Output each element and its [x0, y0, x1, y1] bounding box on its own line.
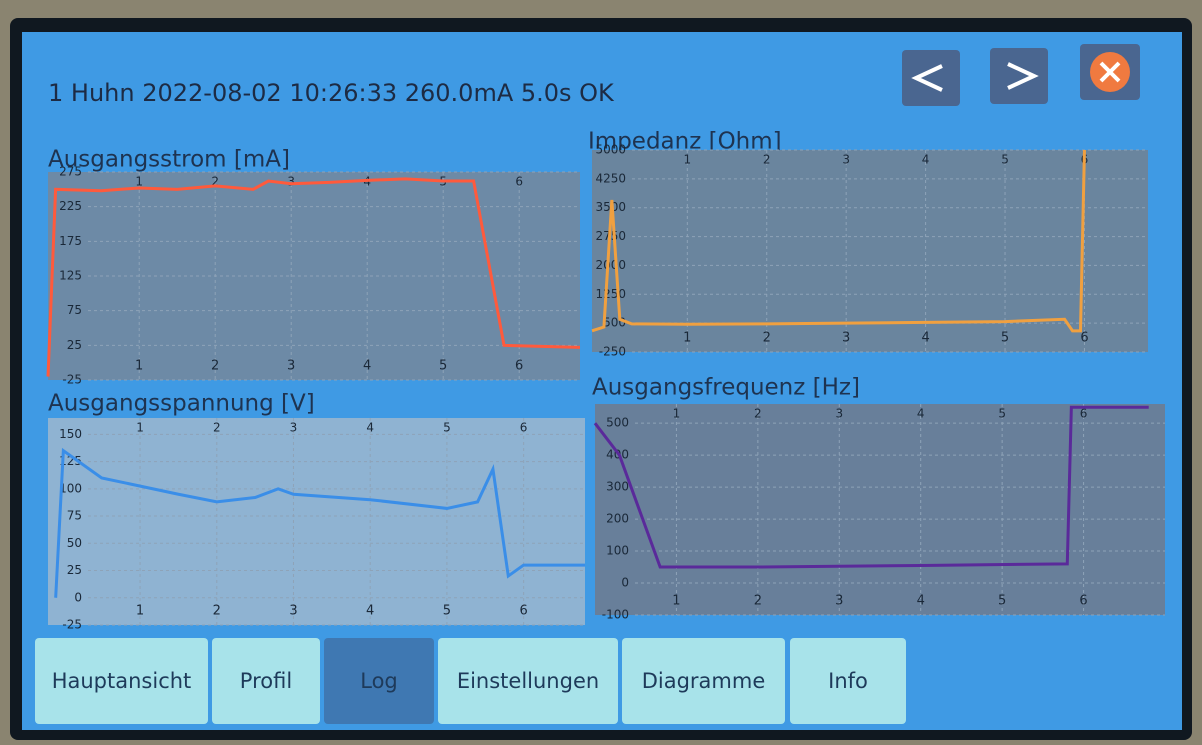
- x-tick-label-top: 5: [998, 407, 1006, 421]
- tab-label: Info: [828, 669, 868, 693]
- tab[interactable]: Profil: [212, 638, 320, 724]
- y-tick-label: 500: [606, 416, 629, 430]
- y-tick-label: 175: [59, 234, 82, 248]
- y-tick-label: 200: [606, 512, 629, 526]
- tab[interactable]: Hauptansicht: [35, 638, 208, 724]
- y-tick-label: 100: [606, 544, 629, 558]
- next-button[interactable]: [990, 48, 1048, 104]
- close-button[interactable]: [1080, 44, 1140, 100]
- tab[interactable]: Einstellungen: [438, 638, 618, 724]
- y-tick-label: -25: [62, 618, 82, 632]
- x-tick-label-top: 4: [917, 407, 925, 421]
- x-tick-label-top: 1: [136, 421, 144, 435]
- x-tick-label: 1: [135, 359, 143, 374]
- x-tick-label: 1: [683, 331, 691, 346]
- chart-title: Ausgangsstrom [mA]: [48, 147, 290, 173]
- x-tick-label: 3: [289, 604, 297, 619]
- tab-label: Diagramme: [642, 669, 766, 693]
- screen: 1 Huhn 2022-08-02 10:26:33 260.0mA 5.0s …: [0, 0, 1202, 745]
- chart-title: Ausgangsspannung [V]: [48, 391, 315, 417]
- y-tick-label: 25: [67, 338, 82, 352]
- x-tick-label-top: 2: [763, 153, 771, 167]
- x-tick-label: 6: [1080, 331, 1088, 346]
- x-tick-label-top: 3: [287, 175, 295, 189]
- x-tick-label: 1: [672, 594, 680, 609]
- x-tick-label: 3: [287, 359, 295, 374]
- y-tick-label: 2000: [595, 258, 626, 272]
- tab-label: Profil: [240, 669, 292, 693]
- y-tick-label: 25: [67, 563, 82, 577]
- y-tick-label: 0: [74, 590, 82, 604]
- x-tick-label-top: 6: [515, 175, 523, 189]
- x-tick-label-top: 4: [922, 153, 930, 167]
- tab[interactable]: Log: [324, 638, 434, 724]
- x-tick-label-top: 1: [683, 153, 691, 167]
- x-tick-label-top: 5: [443, 421, 451, 435]
- tab-label: Einstellungen: [457, 669, 599, 693]
- x-tick-label-top: 1: [673, 407, 681, 421]
- x-tick-label-top: 3: [835, 407, 843, 421]
- chart-title: Ausgangsfrequenz [Hz]: [592, 375, 860, 401]
- x-tick-label: 3: [842, 331, 850, 346]
- x-tick-label-top: 3: [290, 421, 298, 435]
- x-tick-label: 6: [519, 604, 527, 619]
- prev-button[interactable]: [902, 50, 960, 106]
- x-tick-label: 4: [917, 594, 925, 609]
- y-tick-label: 275: [59, 165, 82, 179]
- x-tick-label: 2: [754, 594, 762, 609]
- y-tick-label: 1250: [595, 287, 626, 301]
- x-tick-label: 4: [363, 359, 371, 374]
- x-tick-label-top: 1: [135, 175, 143, 189]
- x-tick-label: 2: [763, 331, 771, 346]
- y-tick-label: 300: [606, 480, 629, 494]
- header-title: 1 Huhn 2022-08-02 10:26:33 260.0mA 5.0s …: [48, 79, 615, 107]
- x-tick-label-top: 2: [213, 421, 221, 435]
- tab-label: Log: [360, 669, 398, 693]
- y-tick-label: -250: [599, 345, 626, 359]
- x-tick-label: 1: [136, 604, 144, 619]
- y-tick-label: 75: [67, 303, 82, 317]
- y-tick-label: 75: [67, 509, 82, 523]
- tab[interactable]: Diagramme: [622, 638, 785, 724]
- x-tick-label: 4: [366, 604, 374, 619]
- y-tick-label: 50: [67, 536, 82, 550]
- plot-area: [48, 418, 585, 625]
- plot-area: [48, 172, 580, 380]
- x-tick-label-top: 6: [520, 421, 528, 435]
- x-tick-label: 4: [921, 331, 929, 346]
- x-tick-label-top: 5: [1001, 153, 1009, 167]
- x-tick-label: 2: [211, 359, 219, 374]
- tab[interactable]: Info: [790, 638, 906, 724]
- y-tick-label: 225: [59, 199, 82, 213]
- x-tick-label-top: 3: [842, 153, 850, 167]
- tab-label: Hauptansicht: [52, 669, 192, 693]
- x-tick-label: 5: [1001, 331, 1009, 346]
- x-tick-label: 5: [998, 594, 1006, 609]
- y-tick-label: 4250: [595, 171, 626, 185]
- x-tick-label: 6: [1079, 594, 1087, 609]
- y-tick-label: 125: [59, 269, 82, 283]
- y-tick-label: -100: [602, 608, 629, 622]
- x-tick-label: 2: [213, 604, 221, 619]
- y-tick-label: 5000: [595, 143, 626, 157]
- y-tick-label: 0: [621, 576, 629, 590]
- page: 1 Huhn 2022-08-02 10:26:33 260.0mA 5.0s …: [0, 0, 1202, 745]
- x-tick-label: 5: [443, 604, 451, 619]
- x-tick-label-top: 4: [366, 421, 374, 435]
- y-tick-label: 150: [59, 427, 82, 441]
- x-tick-label: 5: [439, 359, 447, 374]
- x-tick-label-top: 2: [754, 407, 762, 421]
- y-tick-label: 500: [603, 316, 626, 330]
- x-tick-label: 3: [835, 594, 843, 609]
- y-tick-label: -25: [62, 373, 82, 387]
- x-tick-label: 6: [515, 359, 523, 374]
